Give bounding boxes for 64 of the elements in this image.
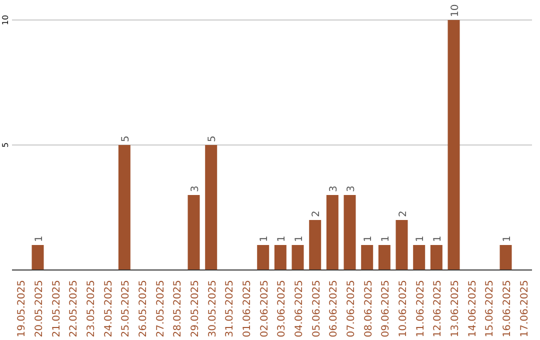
- x-tick-label: 07.06.2025: [346, 280, 357, 338]
- bar: [361, 245, 374, 270]
- x-tick-label: 20.05.2025: [34, 280, 45, 338]
- x-tick-label: 13.06.2025: [450, 280, 461, 338]
- bar: [326, 195, 338, 270]
- bar: [430, 245, 442, 270]
- x-tick-label: 17.06.2025: [519, 280, 530, 338]
- bar: [257, 245, 270, 270]
- data-label: 2: [398, 210, 409, 217]
- x-tick-label: 29.05.2025: [190, 280, 201, 338]
- x-tick-label: 02.06.2025: [259, 280, 270, 338]
- x-tick-label: 15.06.2025: [484, 280, 496, 338]
- x-tick-label: 26.05.2025: [138, 280, 149, 338]
- data-label: 1: [294, 236, 305, 242]
- bar: [188, 195, 200, 270]
- bar: [309, 220, 322, 270]
- bar: [396, 220, 408, 270]
- x-tick-label: 10.06.2025: [398, 280, 409, 338]
- x-tick-label: 12.06.2025: [432, 280, 444, 338]
- x-tick-label: 09.06.2025: [380, 280, 392, 338]
- x-tick-label: 16.06.2025: [502, 280, 513, 338]
- x-tick-label: 25.05.2025: [120, 280, 132, 338]
- bar: [378, 245, 390, 270]
- data-label: 2: [311, 210, 322, 217]
- data-label: 1: [34, 236, 45, 242]
- x-tick-label: 24.05.2025: [103, 280, 114, 338]
- x-tick-label: 14.06.2025: [467, 280, 478, 338]
- data-label: 1: [276, 236, 288, 242]
- x-tick-label: 19.05.2025: [16, 280, 28, 338]
- data-label: 1: [363, 236, 374, 242]
- data-label: 1: [259, 236, 270, 242]
- x-tick-label: 06.06.2025: [328, 280, 340, 338]
- x-tick-label: 08.06.2025: [363, 280, 374, 338]
- bar: [118, 145, 130, 270]
- data-label: 3: [328, 186, 340, 192]
- bar: [344, 195, 356, 270]
- x-tick-label: 11.06.2025: [415, 280, 426, 338]
- bar: [205, 145, 218, 270]
- x-tick-label: 01.06.2025: [242, 280, 253, 338]
- x-tick-label: 04.06.2025: [294, 280, 305, 338]
- data-label: 10: [450, 4, 461, 17]
- x-tick-label: 22.05.2025: [68, 280, 80, 338]
- bar: [32, 245, 44, 270]
- data-label: 1: [502, 236, 513, 242]
- bar: [448, 20, 460, 270]
- bar: [292, 245, 304, 270]
- x-tick-label: 31.05.2025: [224, 280, 236, 338]
- data-label: 3: [346, 186, 357, 192]
- bar: [413, 245, 426, 270]
- x-tick-label: 23.05.2025: [86, 280, 97, 338]
- x-tick-label: 28.05.2025: [172, 280, 184, 338]
- data-label: 1: [380, 236, 392, 242]
- data-label: 5: [120, 136, 132, 142]
- x-tick-label: 21.05.2025: [51, 280, 62, 338]
- x-tick-label: 27.05.2025: [155, 280, 166, 338]
- x-tick-label: 03.06.2025: [276, 280, 288, 338]
- data-label: 5: [207, 136, 218, 142]
- data-label: 1: [432, 236, 444, 242]
- bar: [500, 245, 512, 270]
- data-label: 1: [415, 236, 426, 242]
- data-label: 3: [190, 186, 201, 192]
- x-tick-label: 05.06.2025: [311, 280, 322, 338]
- x-tick-label: 30.05.2025: [207, 280, 218, 338]
- bar: [274, 245, 286, 270]
